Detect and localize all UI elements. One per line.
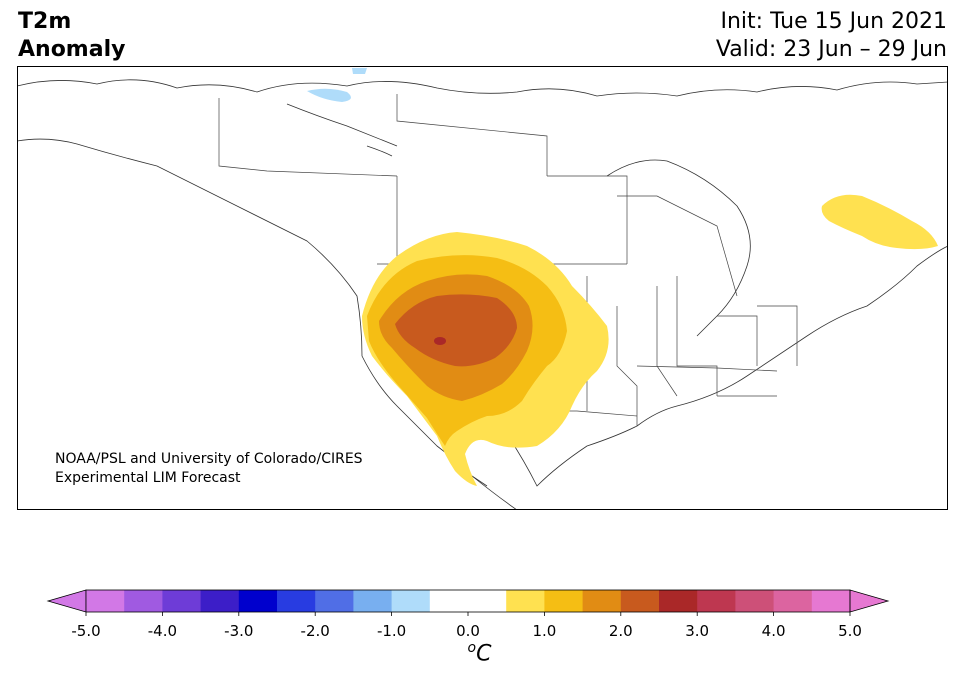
colorbar-tick-label: 2.0 xyxy=(608,622,633,640)
colorbar-segment xyxy=(277,590,316,612)
forecast-dates: Init: Tue 15 Jun 2021 Valid: 23 Jun – 29… xyxy=(716,8,947,64)
colorbar-svg xyxy=(46,589,890,616)
colorbar-segment xyxy=(238,590,278,612)
colorbar-extend-low xyxy=(46,589,87,613)
colorbar-tick-label: 3.0 xyxy=(685,622,710,640)
colorbar-segment xyxy=(86,590,125,612)
colorbar-segment xyxy=(124,590,163,612)
colorbar-segment xyxy=(429,590,469,612)
colorbar-segment xyxy=(353,590,393,612)
colorbar-segment xyxy=(506,590,545,612)
colorbar-extend-high xyxy=(849,589,890,613)
colorbar-segment xyxy=(620,590,660,612)
colorbar-tick-label: 5.0 xyxy=(838,622,862,640)
credit-line-2: Experimental LIM Forecast xyxy=(55,470,241,486)
colorbar-segment xyxy=(735,590,775,612)
colorbar-segment xyxy=(697,590,736,612)
map-svg xyxy=(16,66,949,511)
anomaly-3-0 xyxy=(434,337,446,345)
map-title: T2m Anomaly xyxy=(18,8,125,64)
valid-date: Valid: 23 Jun – 29 Jun xyxy=(715,37,947,62)
colorbar-tick-label: -2.0 xyxy=(300,622,330,640)
colorbar-segment xyxy=(811,590,851,612)
colorbar-segment xyxy=(315,590,354,612)
map-border xyxy=(17,66,948,510)
colorbar-tick-label: -4.0 xyxy=(147,622,178,640)
colorbar-tick-label: -1.0 xyxy=(376,622,407,640)
title-variable: T2m xyxy=(18,9,72,34)
colorbar-segment xyxy=(468,590,507,612)
credit-line-1: NOAA/PSL and University of Colorado/CIRE… xyxy=(55,451,363,467)
units-degree: o xyxy=(467,640,477,656)
colorbar-segment xyxy=(200,590,240,612)
anomaly-map xyxy=(16,66,949,511)
lake-anomaly-patch-2 xyxy=(352,68,367,74)
colorbar-tick-label: -3.0 xyxy=(224,622,254,640)
colorbar-segment xyxy=(162,590,202,612)
lake-anomaly-patch xyxy=(307,88,351,102)
colorbar-tick-label: 4.0 xyxy=(761,622,786,640)
colorbar-segment xyxy=(544,590,584,612)
init-date: Init: Tue 15 Jun 2021 xyxy=(720,9,948,34)
units-label: oC xyxy=(0,640,959,666)
colorbar-tick-label: 0.0 xyxy=(456,622,480,640)
colorbar-segment xyxy=(582,590,622,612)
colorbar xyxy=(0,582,959,622)
colorbar-segment xyxy=(773,590,813,612)
colorbar-segment xyxy=(659,590,698,612)
coastlines xyxy=(16,79,949,511)
anomaly-2-5 xyxy=(395,294,517,367)
title-type: Anomaly xyxy=(18,37,126,62)
colorbar-tick-label: -5.0 xyxy=(71,622,101,640)
anomaly-contours xyxy=(362,194,938,486)
colorbar-segment xyxy=(391,590,431,612)
anomaly-quebec xyxy=(821,194,938,250)
units-text: C xyxy=(476,641,492,667)
credit-text: NOAA/PSL and University of Colorado/CIRE… xyxy=(55,450,363,488)
colorbar-tick-label: 1.0 xyxy=(532,622,557,640)
